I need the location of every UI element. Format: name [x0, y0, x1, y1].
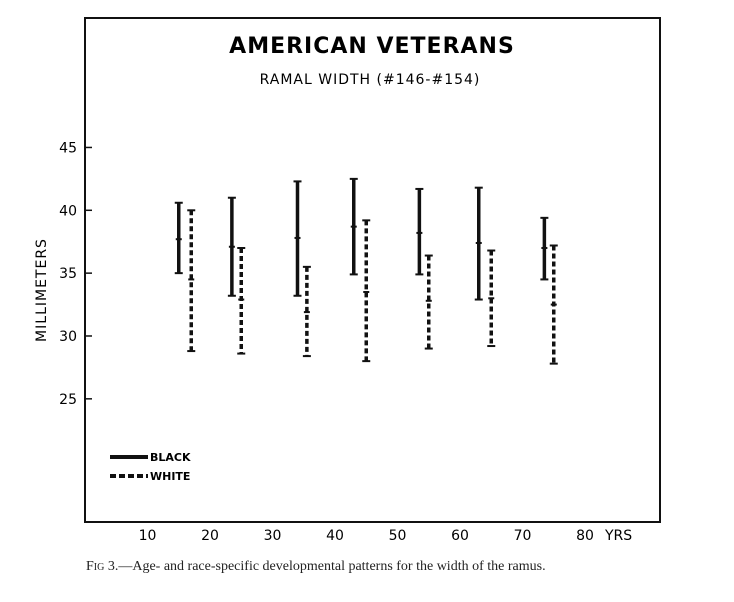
x-tick-label: 80 [576, 528, 594, 544]
plot-frame [84, 17, 661, 523]
range-bar-white [487, 249, 496, 348]
range-bar-white [362, 219, 371, 363]
range-bar-black [415, 187, 424, 276]
range-bar-black [540, 216, 549, 281]
x-tick-label: 20 [201, 528, 219, 544]
caption-label: Fig 3. [86, 559, 119, 574]
range-bar-white [302, 265, 311, 358]
range-bar-white [549, 244, 558, 365]
y-tick-label: 35 [59, 266, 77, 282]
caption-text: —Age- and race-specific developmental pa… [118, 559, 546, 574]
range-bar-black [474, 186, 483, 301]
y-axis-label: MILLIMETERS [34, 238, 50, 342]
x-tick-label: 10 [139, 528, 157, 544]
range-bar-white [424, 254, 433, 350]
chart-title: AMERICAN VETERANS [229, 34, 515, 59]
range-bar-white [237, 247, 246, 355]
x-axis-label: YRS [604, 528, 632, 544]
range-bar-black [349, 177, 358, 276]
legend-label-white: WHITE [150, 470, 190, 483]
x-tick-label: 70 [514, 528, 532, 544]
x-tick-label: 30 [264, 528, 282, 544]
range-bar-black [174, 201, 183, 275]
x-tick-label: 60 [451, 528, 469, 544]
y-tick-label: 30 [59, 329, 77, 345]
range-bar-white [187, 209, 196, 353]
x-tick-label: 40 [326, 528, 344, 544]
figure-caption: Fig 3.—Age- and race-specific developmen… [86, 558, 666, 575]
y-tick-label: 45 [59, 140, 77, 156]
range-bar-black [293, 180, 302, 297]
range-bar-black [227, 196, 236, 297]
y-tick-label: 25 [59, 392, 77, 408]
legend: BLACK WHITE [110, 451, 191, 483]
x-tick-label: 50 [389, 528, 407, 544]
legend-label-black: BLACK [150, 451, 191, 464]
y-tick-label: 40 [59, 203, 77, 219]
chart-subtitle: RAMAL WIDTH (#146-#154) [260, 72, 481, 88]
